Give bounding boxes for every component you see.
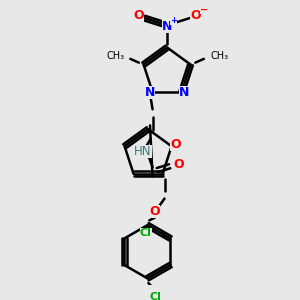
Text: HN: HN <box>134 145 152 158</box>
Text: O: O <box>190 9 201 22</box>
Text: N: N <box>179 86 190 99</box>
Text: +: + <box>170 16 177 26</box>
Text: Cl: Cl <box>140 228 152 238</box>
Text: N: N <box>162 20 172 33</box>
Text: N: N <box>145 86 155 99</box>
Text: CH₃: CH₃ <box>210 51 228 61</box>
Text: O: O <box>133 9 144 22</box>
Text: Cl: Cl <box>149 292 161 300</box>
Text: O: O <box>150 206 160 218</box>
Text: CH₃: CH₃ <box>106 51 124 61</box>
Text: −: − <box>200 4 208 14</box>
Text: O: O <box>170 138 181 151</box>
Text: O: O <box>173 158 184 171</box>
